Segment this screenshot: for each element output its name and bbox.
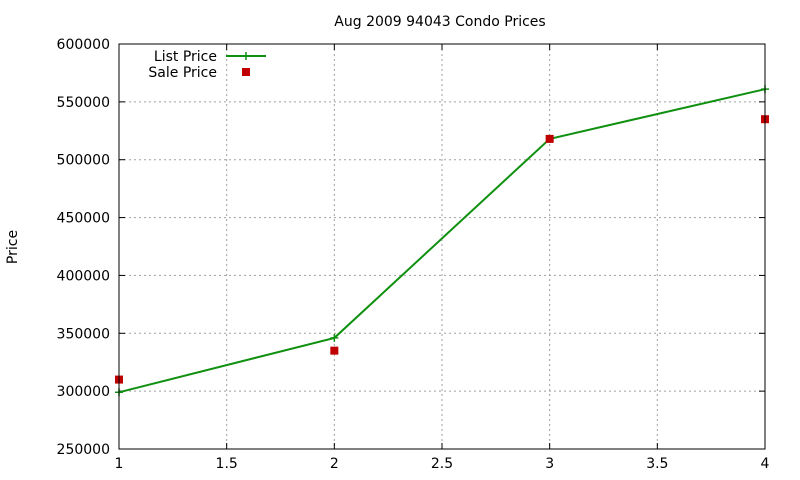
y-tick-label: 450000 — [57, 211, 110, 227]
sale-price-point — [330, 346, 339, 355]
y-tick-label: 500000 — [57, 153, 110, 169]
x-tick-label: 3.5 — [646, 456, 668, 472]
y-tick-label: 350000 — [57, 326, 110, 342]
y-axis-label: Price — [5, 230, 21, 264]
y-tick-label: 300000 — [57, 384, 110, 400]
y-tick-label: 250000 — [57, 442, 110, 458]
x-tick-label: 2.5 — [431, 456, 453, 472]
plot-frame — [118, 43, 766, 450]
y-tick-label: 600000 — [57, 37, 110, 53]
x-tick-label: 3 — [545, 456, 554, 472]
y-tick-label: 550000 — [57, 95, 110, 111]
y-tick-label: 400000 — [57, 268, 110, 284]
list-price-line — [118, 88, 766, 394]
x-tick-label: 1.5 — [216, 456, 238, 472]
legend-marker-list-price — [242, 52, 250, 60]
legend-marker-sale-price — [242, 68, 250, 76]
chart-title: Aug 2009 94043 Condo Prices — [334, 14, 545, 30]
sale-price-point — [545, 134, 554, 143]
x-tick-label: 2 — [330, 456, 339, 472]
axis-ticks: 1 1.5 2 2.5 3 3.5 4 250000 300000 350000 400000 450… — [57, 37, 770, 472]
x-tick-label: 1 — [115, 456, 124, 472]
legend-label-list-price: List Price — [154, 49, 217, 65]
legend-label-sale-price: Sale Price — [148, 65, 217, 81]
grid — [119, 44, 765, 449]
list-price-point — [330, 333, 339, 342]
x-tick-label: 4 — [761, 456, 770, 472]
